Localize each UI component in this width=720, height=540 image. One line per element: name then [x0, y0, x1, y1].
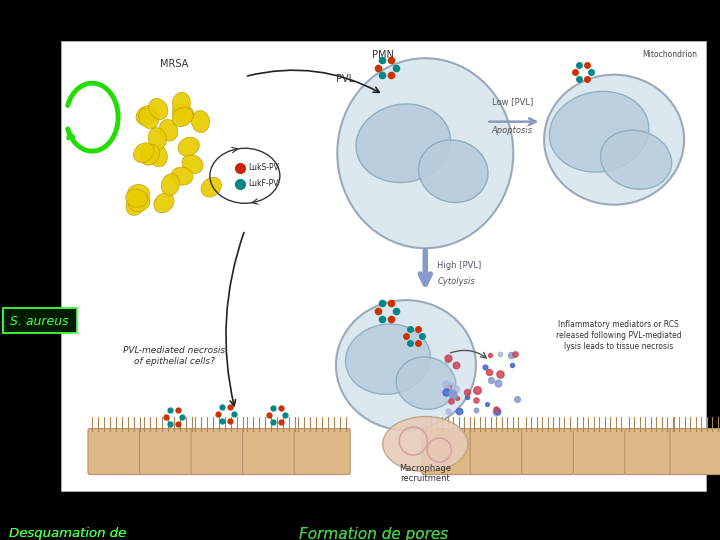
Ellipse shape — [126, 189, 148, 207]
Text: Cytolysis: Cytolysis — [437, 277, 475, 286]
Text: PMN: PMN — [372, 50, 395, 59]
FancyBboxPatch shape — [625, 429, 677, 475]
Ellipse shape — [172, 92, 190, 114]
Ellipse shape — [336, 300, 476, 430]
Ellipse shape — [161, 174, 179, 195]
FancyBboxPatch shape — [573, 429, 625, 475]
Ellipse shape — [133, 143, 154, 163]
Bar — [61, 40, 706, 491]
Ellipse shape — [159, 119, 178, 141]
Ellipse shape — [549, 91, 649, 172]
FancyBboxPatch shape — [294, 429, 350, 475]
Ellipse shape — [126, 194, 145, 215]
FancyBboxPatch shape — [191, 429, 247, 475]
FancyBboxPatch shape — [470, 429, 522, 475]
Ellipse shape — [346, 324, 431, 394]
FancyBboxPatch shape — [88, 429, 144, 475]
FancyBboxPatch shape — [3, 308, 76, 333]
FancyBboxPatch shape — [243, 429, 299, 475]
Ellipse shape — [396, 357, 456, 409]
Text: S. aureus: S. aureus — [9, 315, 67, 328]
Ellipse shape — [148, 127, 166, 150]
Ellipse shape — [149, 98, 168, 119]
Text: Desquamation de
l’epithélium favorisé
par un virus?: Desquamation de l’epithélium favorisé pa… — [9, 526, 144, 540]
Text: Apoptosis: Apoptosis — [492, 126, 533, 135]
Ellipse shape — [136, 106, 157, 125]
FancyBboxPatch shape — [422, 429, 474, 475]
Ellipse shape — [172, 104, 194, 123]
Text: PVL-mediated necrosis
of epithelial cells?: PVL-mediated necrosis of epithelial cell… — [123, 346, 225, 366]
Ellipse shape — [128, 193, 150, 212]
FancyBboxPatch shape — [3, 310, 73, 332]
Ellipse shape — [201, 177, 222, 197]
Ellipse shape — [172, 107, 193, 126]
Text: Low [PVL]: Low [PVL] — [492, 97, 533, 106]
Ellipse shape — [127, 185, 150, 202]
Text: PVL: PVL — [336, 74, 354, 84]
Text: Formation de pores: Formation de pores — [299, 526, 448, 540]
Ellipse shape — [337, 58, 513, 248]
Text: MRSA: MRSA — [160, 58, 188, 69]
Ellipse shape — [171, 167, 193, 185]
FancyBboxPatch shape — [140, 429, 196, 475]
Text: LukS-PV: LukS-PV — [248, 163, 279, 172]
Ellipse shape — [154, 193, 174, 213]
Text: Macrophage
recruitment: Macrophage recruitment — [400, 464, 451, 483]
Ellipse shape — [383, 416, 468, 471]
Ellipse shape — [149, 145, 167, 167]
Text: S. aureus: S. aureus — [10, 315, 69, 328]
Text: Inflammatory mediators or RCS
released following PVL-mediated
lysis leads to tis: Inflammatory mediators or RCS released f… — [556, 320, 681, 352]
Ellipse shape — [178, 137, 199, 156]
FancyBboxPatch shape — [522, 429, 574, 475]
Ellipse shape — [140, 144, 160, 165]
Ellipse shape — [544, 75, 684, 205]
Ellipse shape — [418, 140, 488, 202]
Ellipse shape — [600, 130, 672, 189]
Text: LukF-PV: LukF-PV — [248, 179, 279, 188]
Ellipse shape — [192, 111, 210, 132]
Text: Formation de pores: Formation de pores — [299, 526, 448, 540]
Ellipse shape — [139, 108, 158, 129]
FancyBboxPatch shape — [670, 429, 720, 475]
Text: Mitochondrion: Mitochondrion — [643, 50, 698, 58]
Text: High [PVL]: High [PVL] — [437, 261, 482, 271]
Text: Desquamation de
l’epithélium favorisé
par un virus?: Desquamation de l’epithélium favorisé pa… — [9, 526, 144, 540]
Ellipse shape — [356, 104, 451, 183]
Ellipse shape — [182, 154, 203, 173]
